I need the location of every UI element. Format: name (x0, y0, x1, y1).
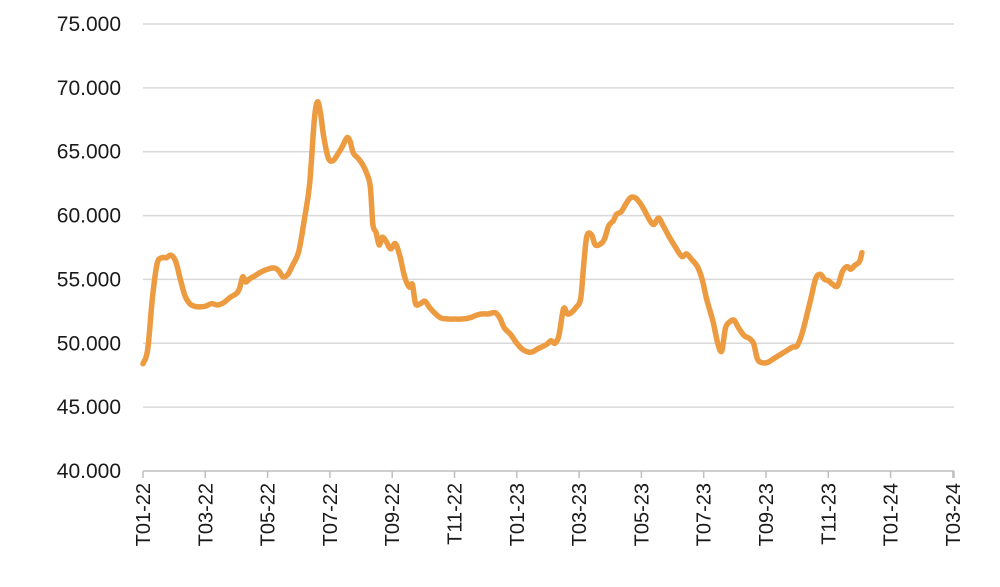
y-tick-label: 60.000 (57, 205, 121, 228)
x-tick-labels: T01-22 T03-22 T05-22 T07-22 T09-22 T11-22 T01-… (133, 483, 965, 546)
x-tick-label: T01-22 (133, 483, 155, 546)
y-tick-label: 65.000 (57, 141, 121, 164)
x-tick-label: T11-23 (818, 483, 840, 545)
x-tick-label: T03-23 (569, 483, 591, 546)
x-tick-label: T07-23 (694, 483, 716, 546)
x-tick-label: T01-23 (507, 483, 529, 546)
series (140, 99, 865, 367)
axes (142, 470, 955, 478)
y-tick-labels: 40.000 45.000 50.000 55.000 60.000 65.000 70.0… (57, 13, 121, 483)
x-tick-label: T01-24 (881, 483, 903, 546)
series-line (140, 99, 865, 367)
gridlines (143, 23, 954, 408)
x-tick-label: T07-22 (320, 483, 342, 546)
y-tick-label: 55.000 (57, 268, 121, 291)
y-tick-label: 75.000 (57, 13, 121, 36)
y-tick-label: 40.000 (57, 460, 121, 483)
y-tick-label: 70.000 (57, 77, 121, 100)
x-tick-label: T09-23 (756, 483, 778, 546)
x-tick-label: T05-22 (258, 483, 280, 546)
y-tick-label: 50.000 (57, 332, 121, 355)
x-tick-label: T11-22 (445, 483, 467, 545)
x-tick-label: T05-23 (631, 483, 653, 546)
y-tick-label: 45.000 (57, 396, 121, 419)
x-tick-label: T03-22 (195, 483, 217, 546)
x-tick-label: T09-22 (382, 483, 404, 546)
x-tick-label: T03-24 (943, 483, 965, 546)
